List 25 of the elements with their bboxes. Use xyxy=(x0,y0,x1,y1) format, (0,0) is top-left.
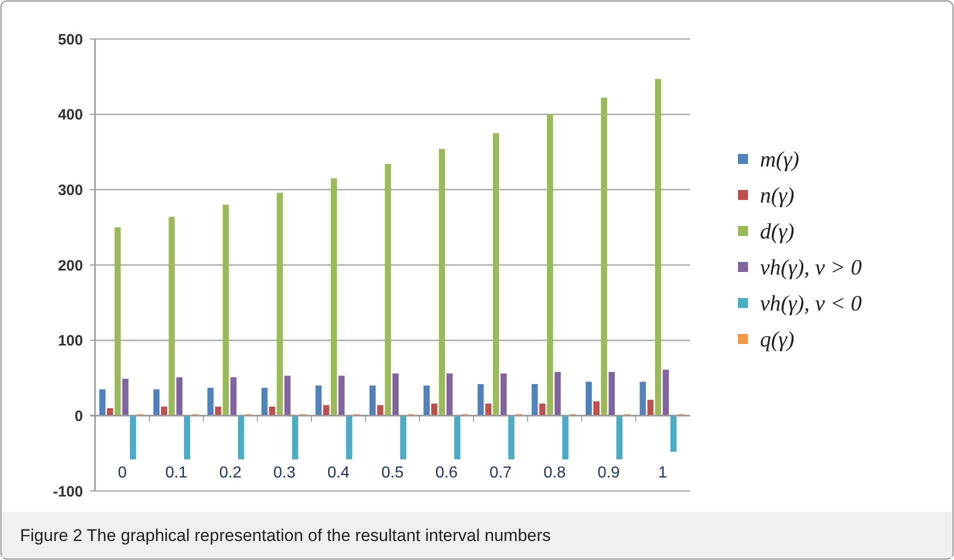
x-tick-label: 0.4 xyxy=(327,464,350,482)
x-tick-label: 0.2 xyxy=(219,464,242,482)
y-tick-label: 200 xyxy=(58,257,83,274)
x-tick-label: 0.5 xyxy=(381,464,404,482)
y-tick-label: 400 xyxy=(58,106,83,124)
y-tick-label: -100 xyxy=(52,483,83,500)
legend-label: q(γ) xyxy=(760,326,794,352)
legend-label: m(γ) xyxy=(760,146,800,172)
x-tick-label: 0.8 xyxy=(544,464,566,482)
y-tick-label: 300 xyxy=(58,182,83,199)
x-tick-label: 0.7 xyxy=(489,464,512,482)
y-tick-label: 0 xyxy=(74,408,83,425)
legend-label: vh(γ), v > 0 xyxy=(760,254,862,280)
x-tick-label: 0.1 xyxy=(165,464,188,482)
x-tick-label: 0.9 xyxy=(598,464,620,482)
text: Figure 2 The graphical representation of the resultant interval numbers xyxy=(20,526,551,545)
x-tick-label: 1 xyxy=(658,464,668,482)
y-tick-label: 100 xyxy=(58,332,83,350)
legend-label: n(γ) xyxy=(760,182,794,208)
x-tick-label: 0.3 xyxy=(273,464,296,482)
y-tick-label: 500 xyxy=(58,31,83,48)
x-tick-label: 0.6 xyxy=(435,464,458,482)
legend-label: vh(γ), v < 0 xyxy=(760,290,862,316)
x-tick-label: 0 xyxy=(118,464,127,482)
legend-label: d(γ) xyxy=(760,218,794,244)
